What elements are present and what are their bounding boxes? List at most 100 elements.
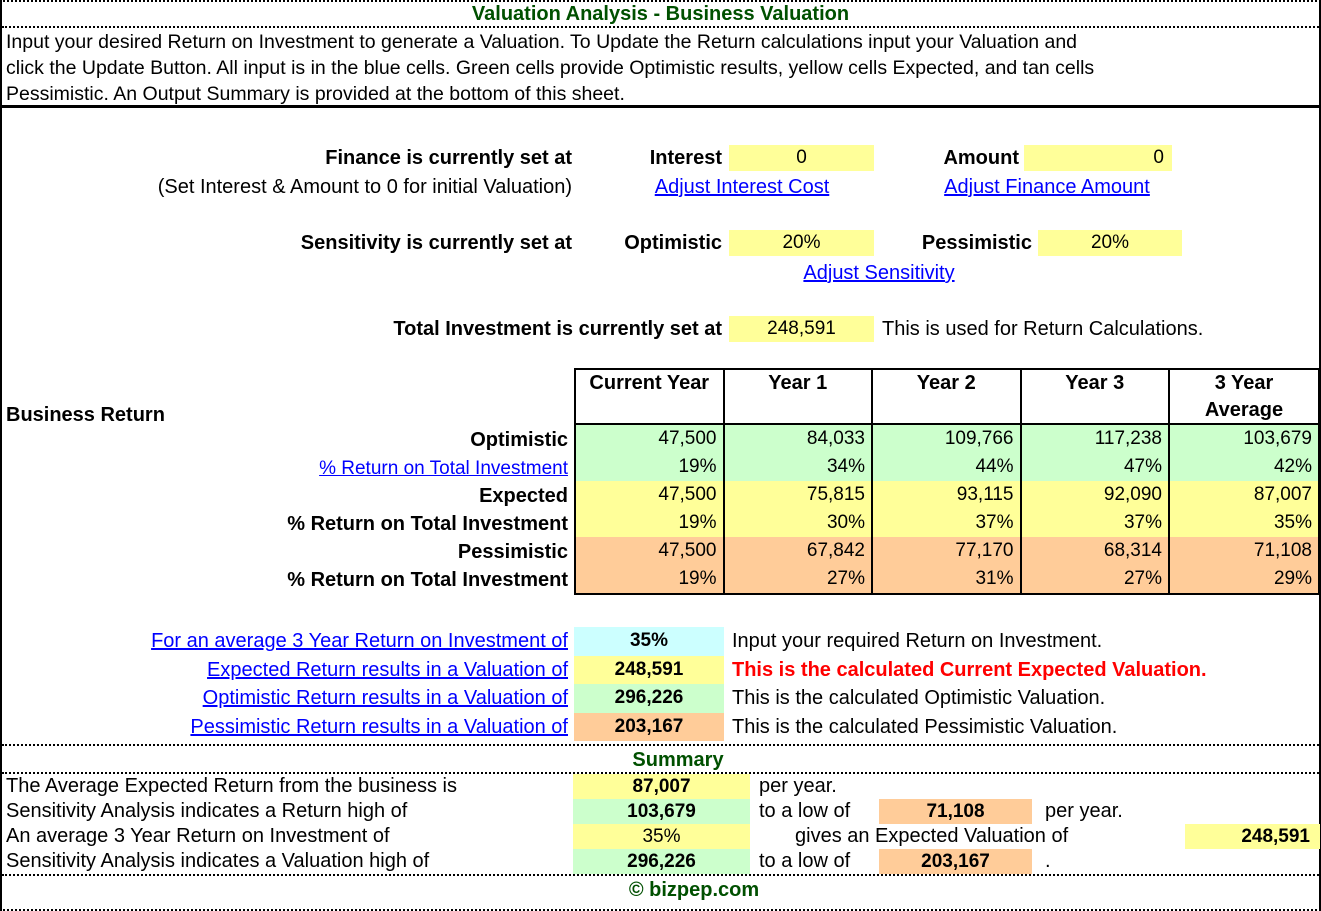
valuation-high-cell: 296,226 xyxy=(573,849,750,874)
copyright-text: © bizpep.com xyxy=(628,879,760,901)
optimistic-valuation-cell: 296,226 xyxy=(574,684,724,713)
roi-input-cell[interactable]: 35% xyxy=(574,627,724,656)
optimistic-return-row: 47,500 84,033 109,766 117,238 103,679 xyxy=(576,425,1318,453)
pct-return-label-pessimistic: % Return on Total Investment xyxy=(287,569,568,591)
expected-pct-return-row: 19% 30% 37% 37% 35% xyxy=(576,509,1318,537)
total-investment-label: Total Investment is currently set at xyxy=(393,318,722,340)
optimistic-pct-return-row: 19% 34% 44% 47% 42% xyxy=(576,453,1318,481)
roi-input-row: For an average 3 Year Return on Investme… xyxy=(2,627,1319,656)
expected-valuation-link[interactable]: Expected Return results in a Valuation o… xyxy=(207,658,568,681)
expected-row-label: Expected xyxy=(479,485,568,507)
pessimistic-sensitivity-cell[interactable]: 20% xyxy=(1038,230,1182,256)
total-investment-cell[interactable]: 248,591 xyxy=(729,316,874,342)
optimistic-valuation-row: Optimistic Return results in a Valuation… xyxy=(2,684,1319,713)
col-header-year-2: Year 2 xyxy=(873,370,1022,423)
pessimistic-valuation-row: Pessimistic Return results in a Valuatio… xyxy=(2,712,1319,744)
table-cell: 71,108 xyxy=(1253,540,1312,561)
average-roi-link[interactable]: For an average 3 Year Return on Investme… xyxy=(151,630,568,652)
summary-text: gives an Expected Valuation of xyxy=(795,825,1069,847)
pct-return-on-total-investment-link[interactable]: % Return on Total Investment xyxy=(319,458,568,479)
pessimistic-pct-return-row: 19% 27% 31% 27% 29% xyxy=(576,565,1318,593)
col-header-3-year-average-line1: 3 Year xyxy=(1214,372,1274,394)
table-cell: 31% xyxy=(873,565,1022,593)
optimistic-sensitivity-cell[interactable]: 20% xyxy=(729,230,874,256)
summary-row-average-return: The Average Expected Return from the bus… xyxy=(2,774,1319,799)
amount-input-cell[interactable]: 0 xyxy=(1024,145,1172,171)
adjust-finance-amount-link[interactable]: Adjust Finance Amount xyxy=(944,176,1150,198)
adjust-interest-link-wrap: Adjust Interest Cost xyxy=(610,174,874,202)
summary-roi-cell: 35% xyxy=(573,824,750,849)
table-cell: 19% xyxy=(576,565,725,593)
table-cell: 30% xyxy=(725,509,873,537)
col-header-3-year-average-line2: Average xyxy=(1204,399,1284,421)
summary-header-row: Summary xyxy=(2,744,1319,774)
pessimistic-valuation-cell: 203,167 xyxy=(574,712,724,741)
adjust-sensitivity-link-wrap: Adjust Sensitivity xyxy=(729,260,1029,288)
pct-return-link-wrap: % Return on Total Investment xyxy=(2,454,568,482)
table-cell: 27% xyxy=(1022,565,1170,593)
summary-label: Sensitivity Analysis indicates a Valuati… xyxy=(6,850,430,872)
pessimistic-row-label: Pessimistic xyxy=(457,541,568,563)
table-cell: 77,170 xyxy=(873,537,1022,565)
adjust-amount-link-wrap: Adjust Finance Amount xyxy=(922,174,1172,202)
table-cell: 19% xyxy=(576,453,725,481)
table-cell: 42% xyxy=(1273,456,1312,477)
summary-section: The Average Expected Return from the bus… xyxy=(2,774,1320,874)
expected-valuation-row: Expected Return results in a Valuation o… xyxy=(2,655,1319,687)
summary-text: to a low of xyxy=(759,800,851,822)
optimistic-sensitivity-label: Optimistic xyxy=(624,232,722,254)
pessimistic-valuation-link[interactable]: Pessimistic Return results in a Valuatio… xyxy=(190,715,568,738)
summary-row-valuation-range: Sensitivity Analysis indicates a Valuati… xyxy=(2,849,1319,874)
instructions-line-2: click the Update Button. All input is in… xyxy=(6,57,1095,79)
optimistic-valuation-link[interactable]: Optimistic Return results in a Valuation… xyxy=(202,687,568,709)
adjust-sensitivity-link[interactable]: Adjust Sensitivity xyxy=(803,262,955,284)
table-cell: 92,090 xyxy=(1022,481,1170,509)
optimistic-valuation-note: This is the calculated Optimistic Valuat… xyxy=(732,687,1106,709)
table-cell: 35% xyxy=(1273,512,1312,533)
pessimistic-valuation-note: This is the calculated Pessimistic Valua… xyxy=(732,715,1118,738)
table-cell: 47% xyxy=(1022,453,1170,481)
expected-return-row: 47,500 75,815 93,115 92,090 87,007 xyxy=(576,481,1318,509)
page-title: Valuation Analysis - Business Valuation xyxy=(2,2,1319,28)
expected-valuation-link-wrap: Expected Return results in a Valuation o… xyxy=(2,656,568,687)
table-cell: 117,238 xyxy=(1022,425,1170,453)
table-cell: 44% xyxy=(873,453,1022,481)
finance-label: Finance is currently set at xyxy=(325,147,572,169)
table-cell: 47,500 xyxy=(576,481,725,509)
summary-text: per year. xyxy=(759,775,837,797)
summary-label: An average 3 Year Return on Investment o… xyxy=(6,825,390,847)
pessimistic-valuation-link-wrap: Pessimistic Return results in a Valuatio… xyxy=(2,713,568,744)
roi-link-wrap: For an average 3 Year Return on Investme… xyxy=(2,627,568,658)
table-cell: 47,500 xyxy=(576,537,725,565)
amount-label: Amount xyxy=(943,147,1019,169)
adjust-interest-cost-link[interactable]: Adjust Interest Cost xyxy=(654,176,830,198)
table-cell: 29% xyxy=(1273,568,1312,589)
roi-input-note: Input your required Return on Investment… xyxy=(732,630,1103,652)
return-high-cell: 103,679 xyxy=(573,799,750,824)
summary-label: Sensitivity Analysis indicates a Return … xyxy=(6,800,408,822)
summary-text: . xyxy=(1045,850,1051,872)
table-cell: 37% xyxy=(1022,509,1170,537)
pct-return-label-expected: % Return on Total Investment xyxy=(287,513,568,535)
total-investment-note: This is used for Return Calculations. xyxy=(882,318,1204,340)
business-return-header-row: Current Year Year 1 Year 2 Year 3 3 Year… xyxy=(576,370,1318,425)
summary-row-roi-valuation: An average 3 Year Return on Investment o… xyxy=(2,824,1320,849)
footer-row: © bizpep.com xyxy=(2,874,1319,904)
interest-input-cell[interactable]: 0 xyxy=(729,145,874,171)
expected-valuation-cell[interactable]: 248,591 xyxy=(574,655,724,684)
sensitivity-label: Sensitivity is currently set at xyxy=(300,232,572,254)
summary-text: per year. xyxy=(1045,800,1123,822)
return-low-cell: 71,108 xyxy=(879,799,1032,824)
instructions-line-1: Input your desired Return on Investment … xyxy=(6,31,1078,53)
instructions-line-3: Pessimistic. An Output Summary is provid… xyxy=(6,83,625,105)
valuation-low-cell: 203,167 xyxy=(879,849,1032,874)
main-panel: Finance is currently set at Interest 0 A… xyxy=(2,108,1320,744)
table-cell: 37% xyxy=(873,509,1022,537)
summary-expected-valuation-cell: 248,591 xyxy=(1185,824,1320,849)
table-cell: 109,766 xyxy=(873,425,1022,453)
table-cell: 47,500 xyxy=(576,425,725,453)
summary-heading: Summary xyxy=(632,749,724,771)
table-cell: 84,033 xyxy=(725,425,873,453)
pessimistic-sensitivity-label: Pessimistic xyxy=(921,232,1032,254)
